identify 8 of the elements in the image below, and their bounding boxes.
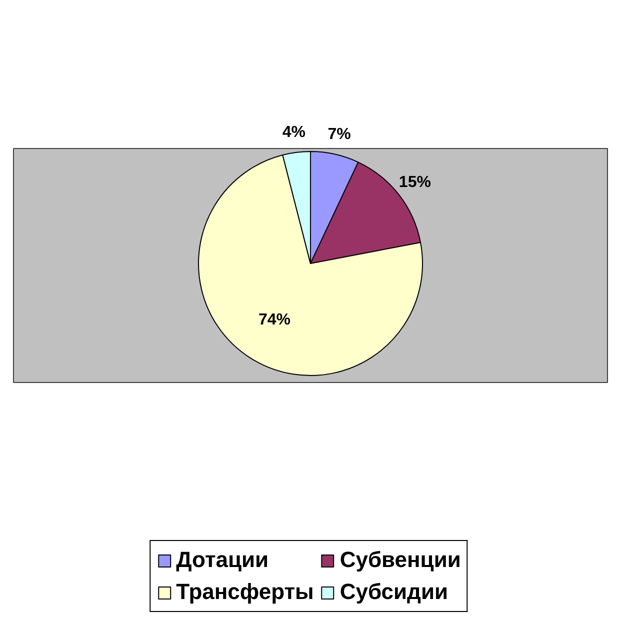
legend-label: Дотации — [176, 547, 269, 573]
data-label: 74% — [258, 312, 291, 329]
legend-label: Субсидии — [340, 579, 448, 605]
data-label: 7% — [328, 126, 351, 144]
legend-label: Субвенции — [340, 547, 461, 573]
data-label: 4% — [282, 124, 306, 141]
data-label: 15% — [398, 174, 431, 191]
legend-label: Трансферты — [176, 579, 314, 605]
